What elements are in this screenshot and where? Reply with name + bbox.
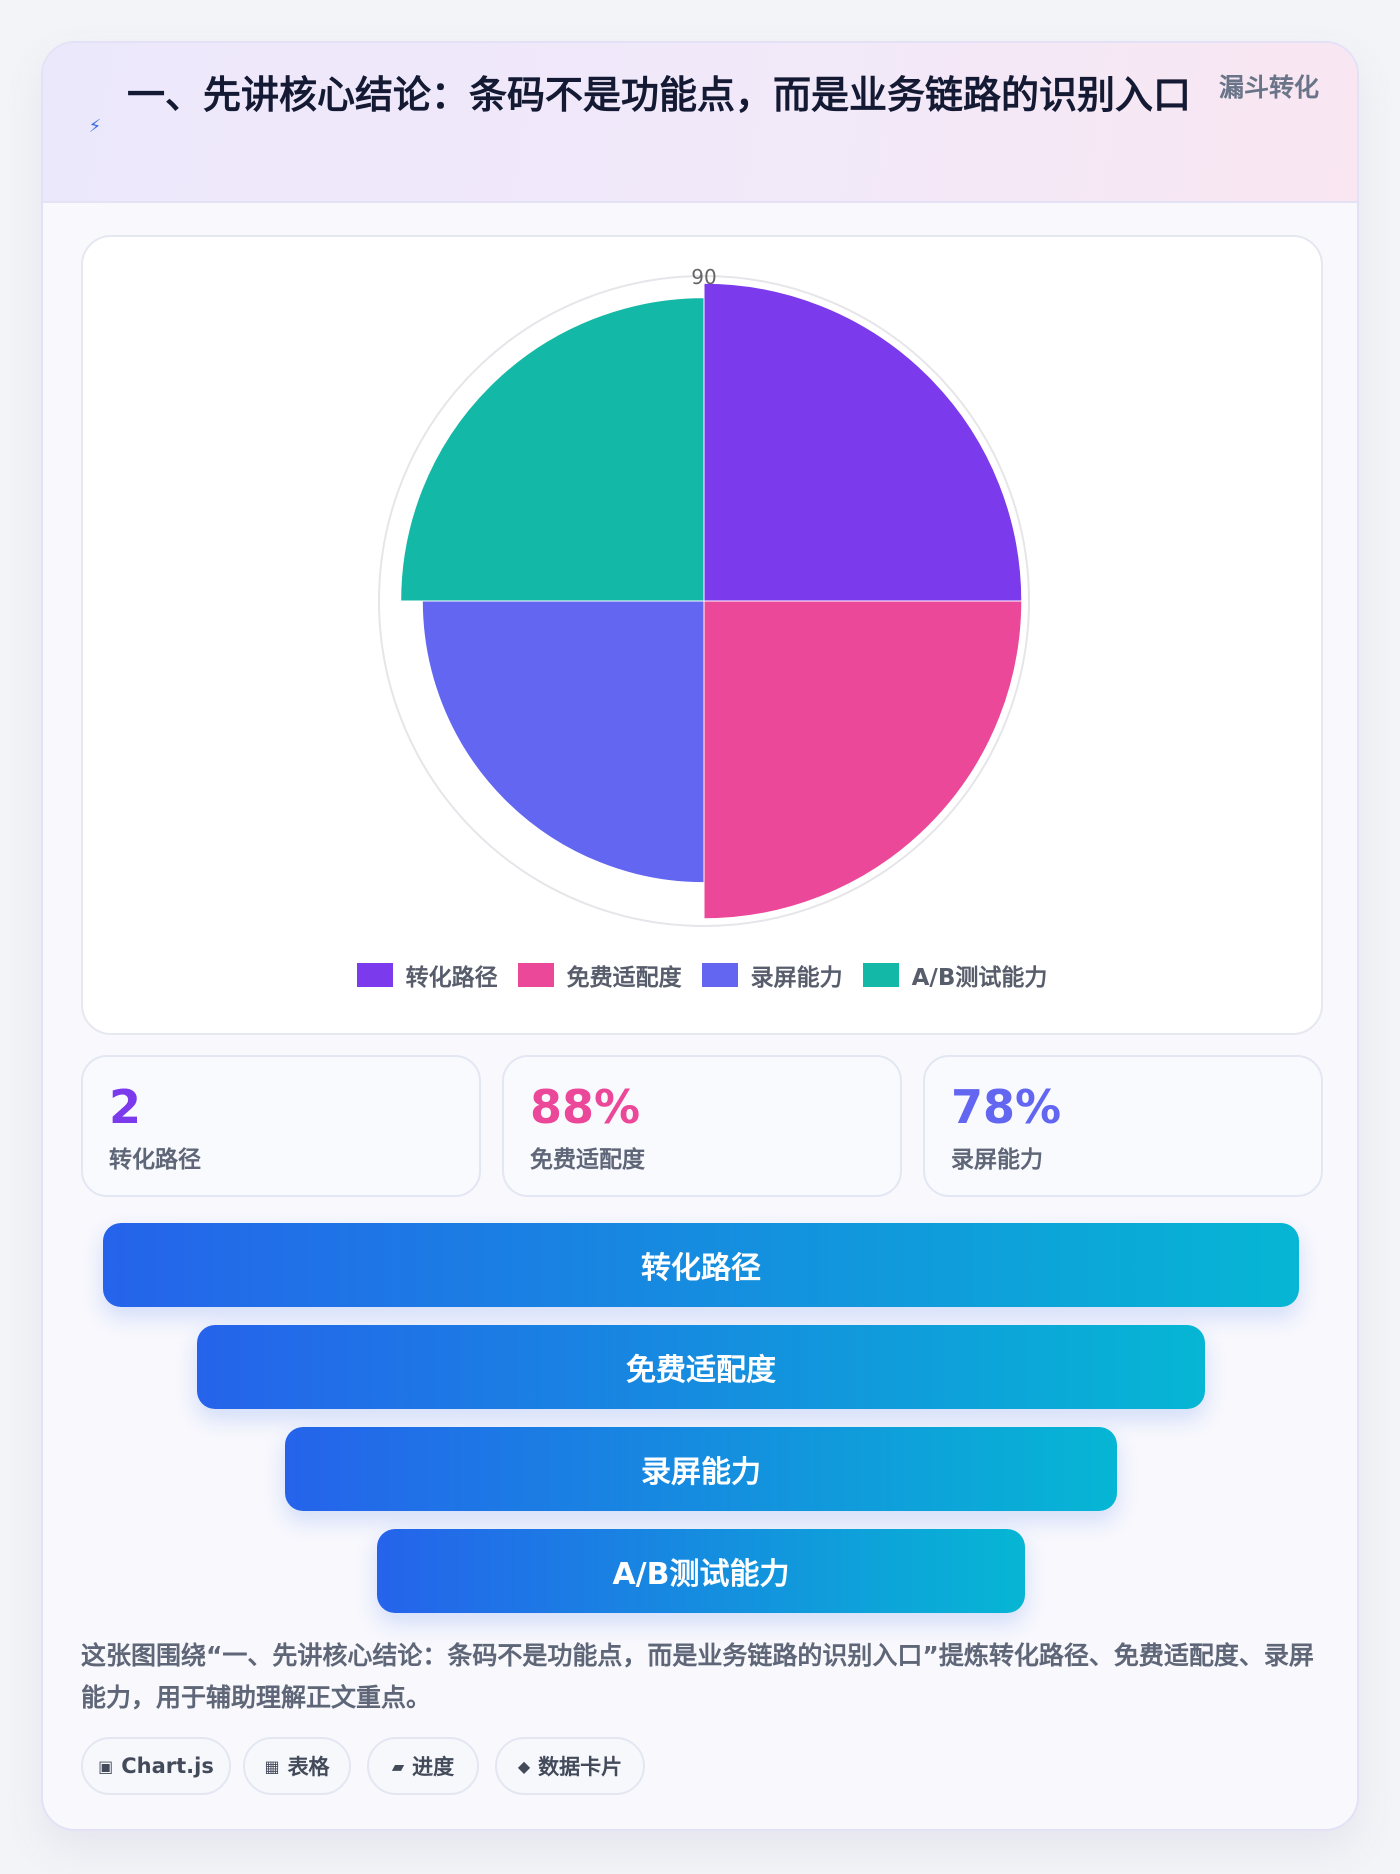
- legend-item[interactable]: 免费适配度: [517, 958, 682, 992]
- chip-table[interactable]: ▦ 表格: [243, 1737, 351, 1795]
- legend-label: A/B测试能力: [911, 965, 1048, 991]
- polar-area-chart: 90: [378, 265, 1030, 927]
- legend-label: 转化路径: [405, 965, 498, 991]
- funnel-step-3: 录屏能力: [285, 1427, 1117, 1511]
- legend-swatch: [862, 963, 899, 987]
- chip-chartjs[interactable]: ▣ Chart.js: [81, 1737, 231, 1795]
- legend-swatch: [517, 963, 554, 987]
- polar-segment-2[interactable]: [703, 600, 1023, 920]
- chip-data-card[interactable]: ◆ 数据卡片: [495, 1737, 645, 1795]
- chart-panel: 90 转化路径 免费适配度 录屏能力 A/B测试能力: [81, 235, 1323, 1035]
- legend-item[interactable]: 转化路径: [356, 958, 498, 992]
- diamond-icon: ◆: [517, 1756, 531, 1776]
- stat-card-conversion: 2 转化路径: [81, 1055, 481, 1197]
- chip-label: 数据卡片: [538, 1755, 623, 1779]
- radial-tick-label: 90: [691, 265, 716, 289]
- legend-swatch: [356, 963, 393, 987]
- stat-value: 78%: [951, 1080, 1062, 1134]
- progress-icon: ▰: [391, 1756, 405, 1776]
- chart-legend: 转化路径 免费适配度 录屏能力 A/B测试能力: [83, 955, 1321, 995]
- category-tag: 漏斗转化: [1219, 73, 1320, 102]
- stat-card-recording: 78% 录屏能力: [923, 1055, 1323, 1197]
- lightning-icon: ⚡: [88, 116, 102, 137]
- chart-icon: ▣: [98, 1756, 114, 1776]
- chip-progress[interactable]: ▰ 进度: [367, 1737, 479, 1795]
- card-header: ⚡ 一、先讲核心结论：条码不是功能点，而是业务链路的识别入口 漏斗转化: [43, 43, 1357, 203]
- funnel-step-2: 免费适配度: [197, 1325, 1205, 1409]
- table-icon: ▦: [264, 1756, 280, 1776]
- legend-label: 录屏能力: [750, 965, 843, 991]
- chip-label: 进度: [412, 1755, 455, 1779]
- legend-item[interactable]: A/B测试能力: [862, 958, 1048, 992]
- main-card: ⚡ 一、先讲核心结论：条码不是功能点，而是业务链路的识别入口 漏斗转化 90 转…: [41, 41, 1359, 1831]
- radial-grid-ring: [378, 275, 1030, 927]
- legend-swatch: [701, 963, 738, 987]
- polar-segment-3[interactable]: [421, 600, 705, 884]
- polar-segment-4[interactable]: [400, 297, 705, 602]
- chip-label: Chart.js: [121, 1754, 214, 1778]
- page-title: 一、先讲核心结论：条码不是功能点，而是业务链路的识别入口: [127, 73, 1192, 117]
- stat-label: 录屏能力: [951, 1147, 1043, 1173]
- chip-label: 表格: [287, 1755, 330, 1779]
- chart-caption: 这张图围绕“一、先讲核心结论：条码不是功能点，而是业务链路的识别入口”提炼转化路…: [81, 1641, 1314, 1712]
- stat-label: 免费适配度: [530, 1147, 645, 1173]
- stat-card-free-fit: 88% 免费适配度: [502, 1055, 902, 1197]
- stat-value: 88%: [530, 1080, 641, 1134]
- funnel-step-4: A/B测试能力: [377, 1529, 1025, 1613]
- legend-label: 免费适配度: [566, 965, 682, 991]
- funnel-step-1: 转化路径: [103, 1223, 1299, 1307]
- polar-segment-1[interactable]: [703, 282, 1023, 602]
- stat-label: 转化路径: [109, 1147, 201, 1173]
- legend-item[interactable]: 录屏能力: [701, 958, 843, 992]
- stat-value: 2: [109, 1080, 142, 1134]
